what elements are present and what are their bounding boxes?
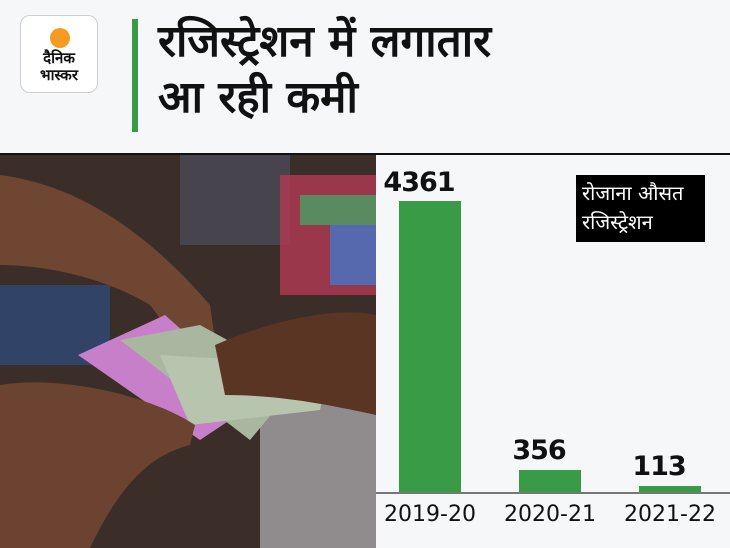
currency-exchange-photo <box>0 155 376 548</box>
x-tick-2019-20: 2019-20 <box>384 502 476 527</box>
x-tick-2020-21: 2020-21 <box>504 502 596 527</box>
bar-value-2020-21: 356 <box>512 435 566 466</box>
bar-2019-20 <box>399 201 461 492</box>
bar-value-2021-22: 113 <box>632 451 686 482</box>
bar-value-2019-20: 4361 <box>383 167 455 198</box>
sun-icon <box>50 28 70 48</box>
page-title: रजिस्ट्रेशन में लगातार आ रही कमी <box>158 16 492 123</box>
bar-2021-22 <box>639 486 701 492</box>
header: दैनिक भास्कर रजिस्ट्रेशन में लगातार आ रह… <box>0 0 730 153</box>
bar-chart: रोजाना औसत रजिस्ट्रेशन 4361 356 113 2019… <box>376 155 730 548</box>
title-accent-bar <box>132 19 138 132</box>
x-tick-2021-22: 2021-22 <box>624 502 716 527</box>
chart-legend: रोजाना औसत रजिस्ट्रेशन <box>576 175 705 242</box>
logo-text: दैनिक भास्कर <box>40 49 78 84</box>
header-divider <box>0 153 730 155</box>
photo-illustration <box>0 155 376 548</box>
x-axis <box>376 492 730 494</box>
bar-2020-21 <box>519 470 581 492</box>
dainik-bhaskar-logo: दैनिक भास्कर <box>20 15 98 93</box>
